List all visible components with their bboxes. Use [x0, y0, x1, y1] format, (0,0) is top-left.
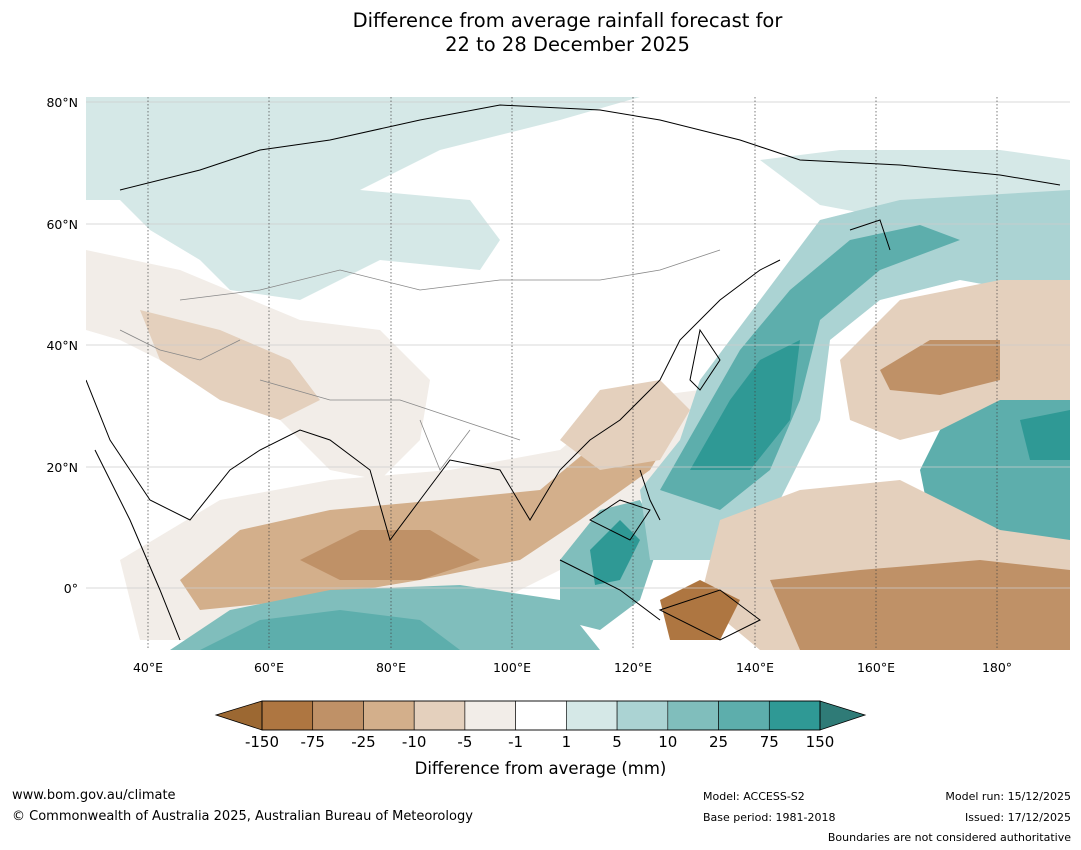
west-asia-dry-2 — [140, 310, 320, 420]
colorbar-segment — [413, 700, 466, 731]
lon-label-160e: 160°E — [856, 660, 895, 675]
maritime-wet-core — [590, 520, 640, 585]
west-pacific-wet-core — [690, 340, 800, 470]
indian-ocean-dry-core — [300, 530, 480, 580]
png-dry-core — [660, 580, 740, 640]
colorbar-low-extend — [214, 700, 263, 731]
colorbar-segment — [768, 700, 821, 731]
colorbar-tick-label: -1 — [508, 733, 524, 751]
lat-label-60n: 60°N — [46, 217, 78, 232]
chart-title: Difference from average rainfall forecas… — [0, 9, 1081, 57]
country-borders — [119, 249, 721, 471]
colorbar-tick-label: 10 — [658, 733, 678, 751]
meridians — [147, 97, 998, 650]
footer-copyright: © Commonwealth of Australia 2025, Austra… — [12, 809, 473, 824]
lon-label-80e: 80°E — [375, 660, 407, 675]
lon-label-60e: 60°E — [253, 660, 285, 675]
title-line-1: Difference from average rainfall forecas… — [352, 9, 783, 32]
colorbar-segment — [667, 700, 719, 731]
colorbar-segment — [515, 700, 567, 731]
lon-label-120e: 120°E — [613, 660, 652, 675]
colorbar — [214, 700, 867, 731]
colorbar-high-extend — [819, 700, 867, 731]
lat-label-0: 0° — [63, 581, 78, 596]
south-indian-ocean-wet-core — [200, 610, 460, 650]
colorbar-tick-label: -5 — [457, 733, 473, 751]
tropical-pacific-dry-core — [770, 560, 1070, 650]
colorbar-frame — [261, 700, 821, 731]
graticule — [86, 101, 1070, 589]
colorbar-tick-label: -10 — [401, 733, 427, 751]
colorbar-segment — [616, 700, 669, 731]
lat-label-20n: 20°N — [46, 460, 78, 475]
lon-label-100e: 100°E — [492, 660, 531, 675]
footer-base-period: Base period: 1981-2018 — [703, 811, 836, 824]
colorbar-tick-label: -25 — [351, 733, 376, 751]
colorbar-tick-label: 150 — [805, 733, 835, 751]
lat-label-80n: 80°N — [46, 95, 78, 110]
colorbar-segment — [261, 700, 314, 731]
title-line-2: 22 to 28 December 2025 — [445, 33, 690, 56]
colorbar-tick-label: 25 — [708, 733, 729, 751]
colorbar-segment — [464, 700, 516, 731]
south-china-dry — [560, 380, 690, 470]
footer-issued: Issued: 17/12/2025 — [964, 811, 1071, 824]
colorbar-segment — [312, 700, 364, 731]
footer-model-run: Model run: 15/12/2025 — [945, 790, 1071, 803]
map-field — [86, 97, 1070, 650]
colorbar-segments — [261, 700, 821, 731]
colorbar-segment — [566, 700, 618, 731]
colorbar-label: Difference from average (mm) — [414, 759, 667, 778]
colorbar-tick-label: 5 — [612, 733, 622, 751]
footer-disclaimer: Boundaries are not considered authoritat… — [827, 831, 1071, 844]
footer-model: Model: ACCESS-S2 — [703, 790, 805, 803]
east-pacific-wet-core — [1020, 410, 1070, 460]
lon-label-40e: 40°E — [132, 660, 164, 675]
colorbar-tick-label: -150 — [244, 733, 280, 751]
lon-label-180: 180° — [981, 660, 1013, 675]
arctic-wet-band — [86, 97, 640, 300]
coastlines — [86, 104, 1061, 641]
footer-website[interactable]: www.bom.gov.au/climate — [12, 788, 176, 803]
colorbar-tick-label: 1 — [561, 733, 572, 751]
colorbar-segment — [718, 700, 770, 731]
lat-label-40n: 40°N — [46, 338, 78, 353]
colorbar-tick-label: -75 — [300, 733, 325, 751]
colorbar-segment — [363, 700, 415, 731]
north-pacific-dry-core — [880, 340, 1000, 395]
colorbar-tick-label: 75 — [759, 733, 779, 751]
lon-label-140e: 140°E — [735, 660, 774, 675]
